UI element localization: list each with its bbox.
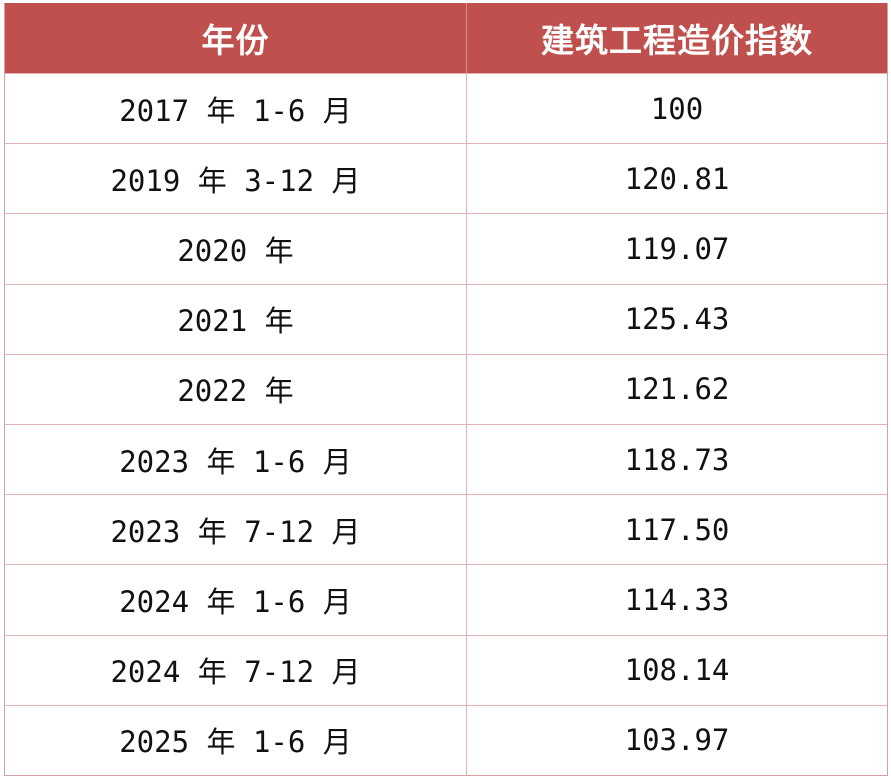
index-cell: 125.43 — [624, 302, 730, 337]
index-cell: 114.33 — [624, 582, 730, 617]
year-cell: 2025 年 1-6 月 — [5, 705, 467, 775]
index-cell: 118.73 — [624, 442, 730, 477]
header-year: 年份 — [5, 3, 467, 73]
table-row: 2019 年 3-12 月 120.81 — [5, 143, 887, 214]
cost-index-table: 年份 建筑工程造价指数 2017 年 1-6 月 100 2019 年 3-12… — [4, 3, 888, 776]
year-cell: 2023 年 1-6 月 — [5, 424, 467, 495]
year-cell: 2021 年 — [5, 284, 467, 354]
index-cell: 108.14 — [624, 653, 730, 688]
year-cell: 2022 年 — [5, 354, 467, 424]
year-cell: 2020 年 — [5, 214, 467, 284]
index-cell: 119.07 — [624, 231, 730, 266]
table-row: 2017 年 1-6 月 100 — [5, 73, 887, 144]
year-cell: 2017 年 1-6 月 — [5, 74, 467, 144]
index-cell: 100 — [650, 91, 704, 126]
header-index: 建筑工程造价指数 — [541, 21, 813, 60]
table-row: 2025 年 1-6 月 103.97 — [5, 704, 887, 775]
index-cell: 103.97 — [624, 723, 730, 758]
year-cell: 2024 年 1-6 月 — [5, 565, 467, 635]
year-cell: 2023 年 7-12 月 — [5, 495, 467, 565]
table-row: 2022 年 121.62 — [5, 353, 887, 424]
table-header-row: 年份 建筑工程造价指数 — [5, 3, 887, 73]
table-row: 2024 年 7-12 月 108.14 — [5, 634, 887, 705]
year-cell: 2024 年 7-12 月 — [5, 635, 467, 705]
table-row: 2023 年 1-6 月 118.73 — [5, 423, 887, 495]
table-row: 2020 年 119.07 — [5, 213, 887, 284]
year-cell: 2019 年 3-12 月 — [5, 144, 467, 214]
index-cell: 117.50 — [624, 512, 730, 547]
table-row: 2021 年 125.43 — [5, 283, 887, 354]
table-row: 2023 年 7-12 月 117.50 — [5, 494, 887, 565]
index-cell: 121.62 — [624, 372, 730, 407]
table-row: 2024 年 1-6 月 114.33 — [5, 564, 887, 635]
index-cell: 120.81 — [624, 161, 730, 196]
